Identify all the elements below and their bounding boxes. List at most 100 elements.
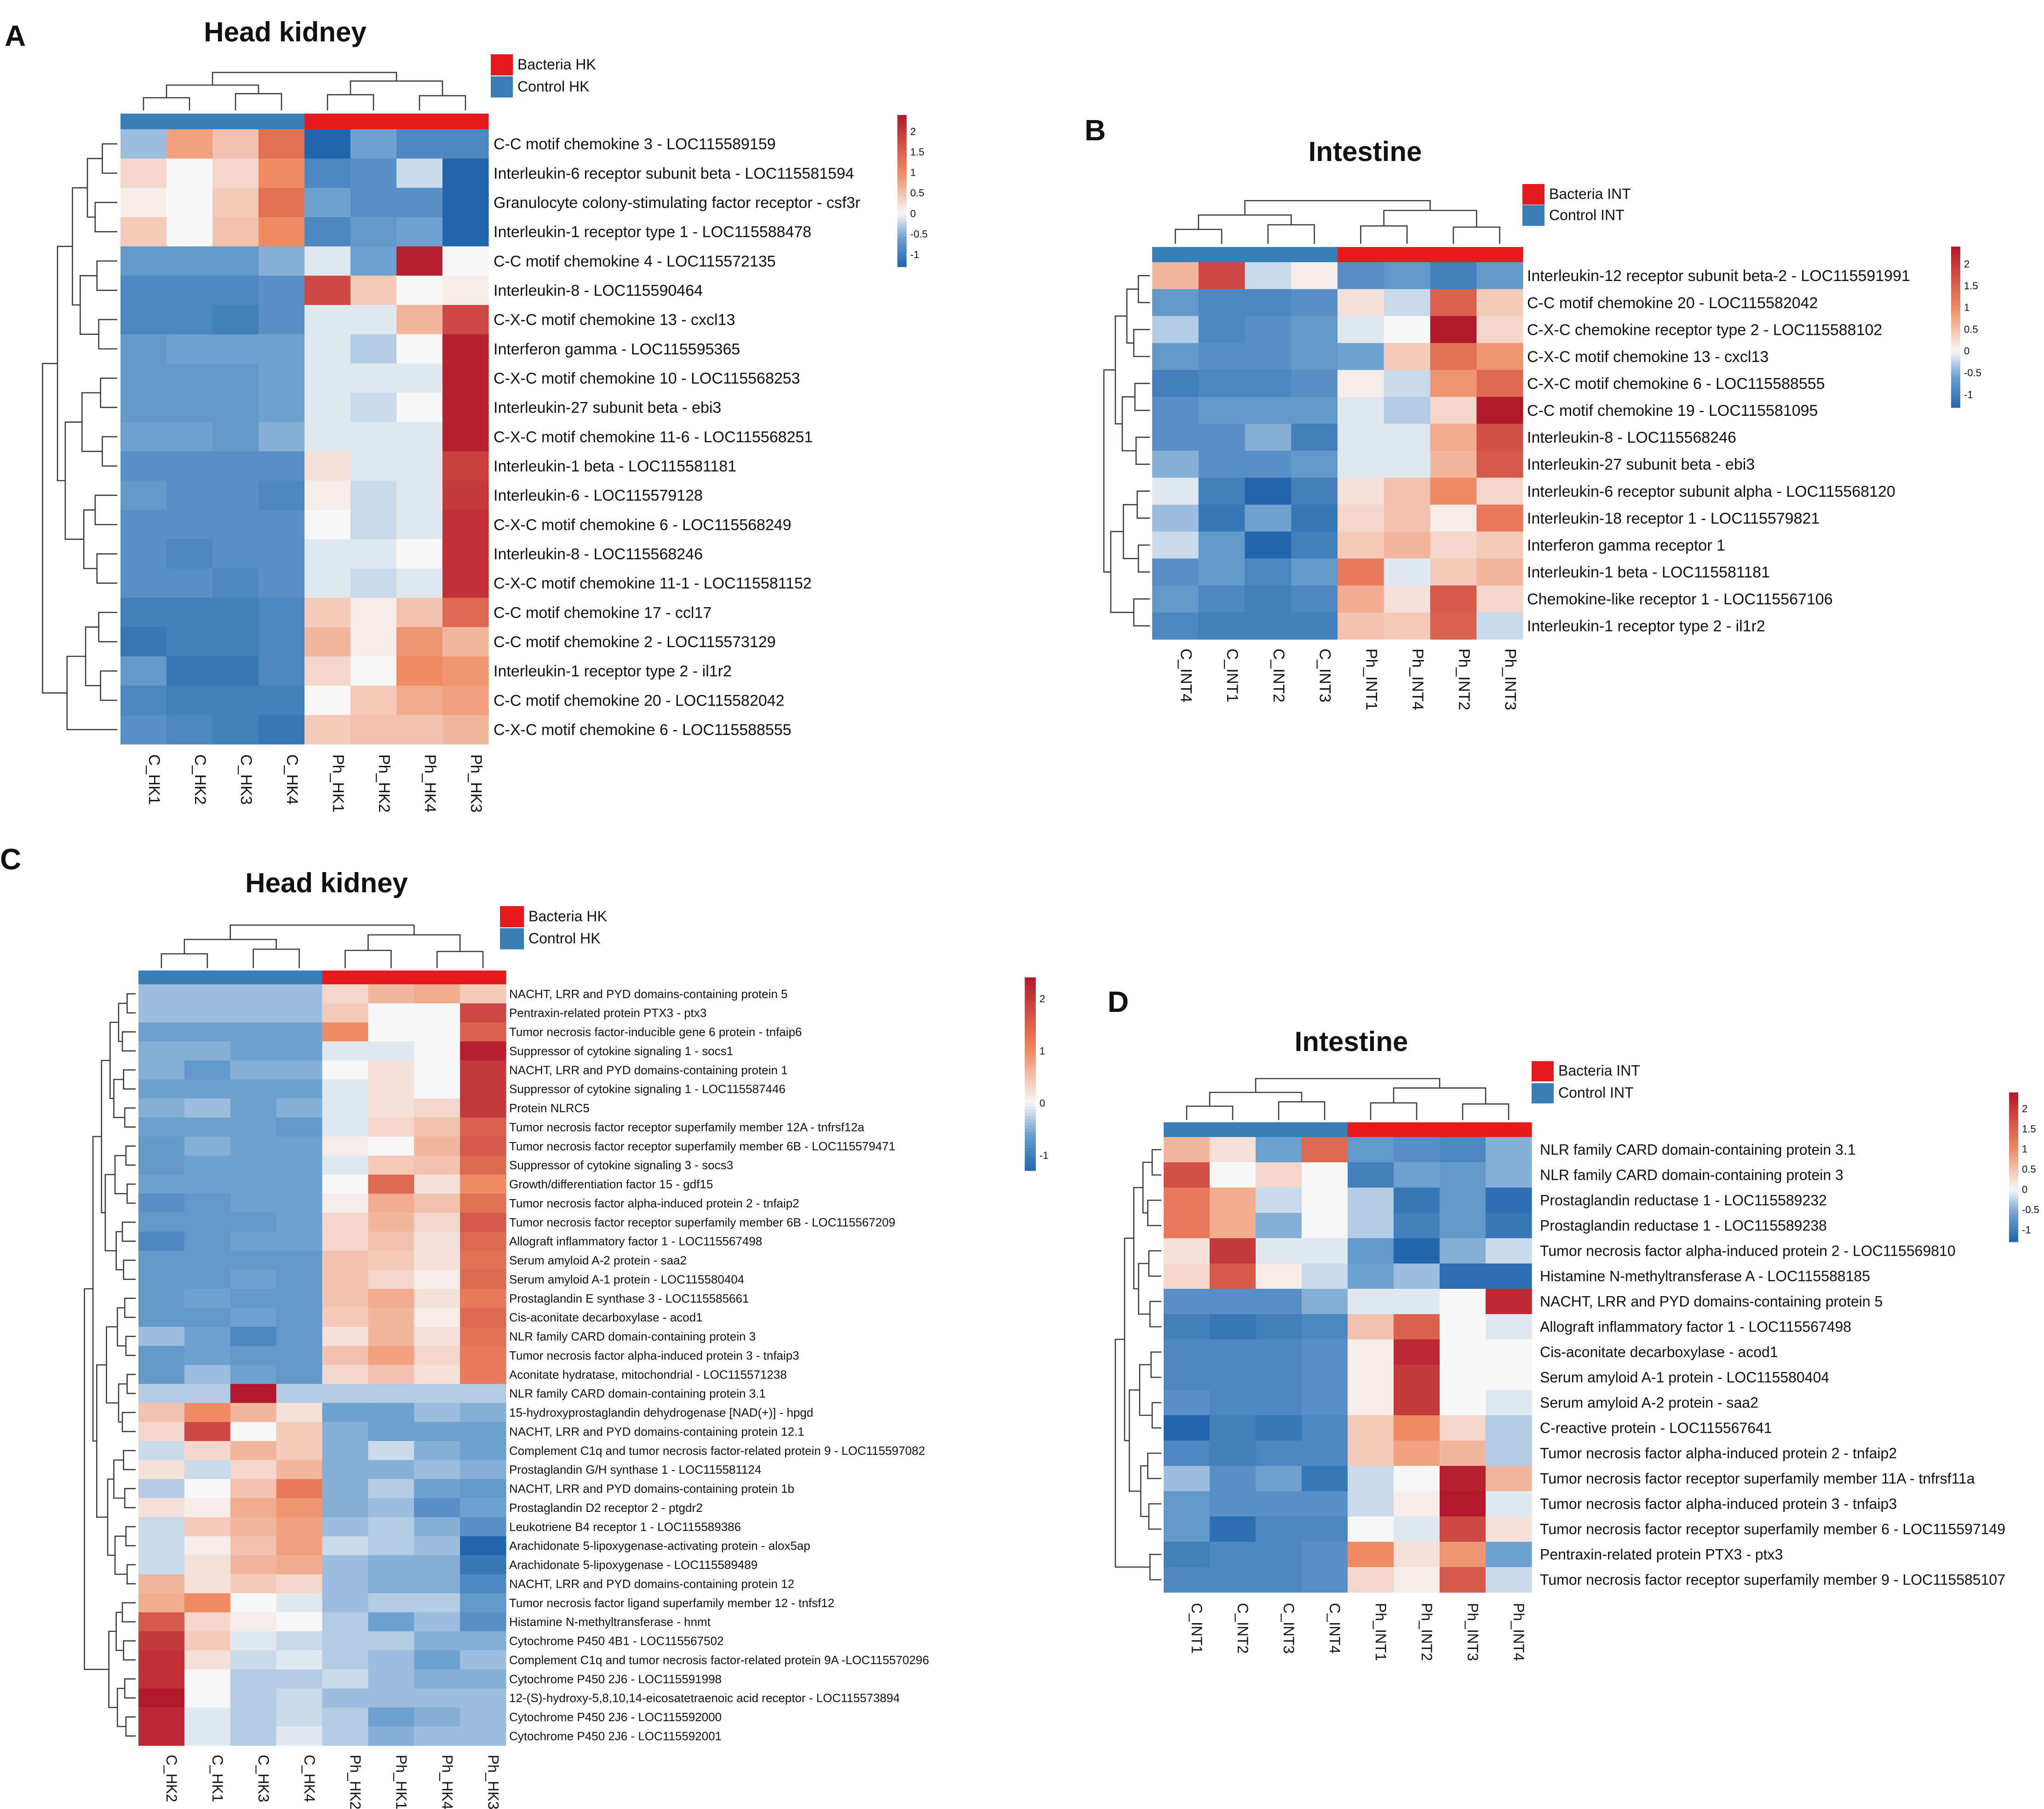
heatmap-cell [396,363,443,393]
heatmap-cell [322,1517,368,1537]
heatmap-cell [1348,1441,1394,1466]
heatmap-cell [322,1726,368,1746]
heatmap-cell [1210,1238,1256,1264]
heatmap-cell [1302,1516,1348,1542]
row-label: C-reactive protein - LOC115567641 [1540,1420,1772,1436]
colorbar-step [1025,1151,1036,1155]
colorbar-step [897,254,907,257]
heatmap-cell [460,984,506,1004]
heatmap-cell [1256,1415,1302,1441]
dendrogram-branch [42,363,67,694]
colorbar-tick-label: 1.5 [2022,1123,2036,1135]
heatmap-cell [368,1479,414,1499]
dendrogram-branch [102,436,117,467]
heatmap-cell [460,1403,506,1423]
heatmap-cell [138,1688,185,1708]
heatmap-cell [1394,1137,1440,1163]
colorbar-step [897,188,907,191]
colorbar-step [2009,1152,2018,1155]
heatmap-cell [212,334,259,364]
dendrogram-branch [100,377,117,408]
heatmap-cell [368,1155,414,1175]
heatmap-cell [138,1403,185,1423]
heatmap-cell [138,1536,185,1556]
heatmap-cell [368,1574,414,1594]
colorbar-step [1951,380,1960,384]
colorbar-step [2009,1167,2018,1170]
heatmap-cell [138,1650,185,1670]
heatmap-cell [460,1041,506,1061]
colorbar-step [1951,375,1960,379]
heatmap-cell [184,1650,231,1670]
heatmap-cell [322,1365,368,1384]
dendrogram-branch [66,655,117,730]
heatmap-cell [368,1098,414,1118]
heatmap-cell [276,1003,323,1023]
heatmap-cell [184,1098,231,1118]
heatmap-cell [460,1098,506,1118]
heatmap-cell [1152,343,1199,370]
heatmap-cell [304,481,351,511]
heatmap-cell [138,1041,185,1061]
colorbar-step [2009,1135,2018,1138]
heatmap-cell [138,1022,185,1042]
colorbar-step [1025,1097,1036,1100]
colorbar-step [897,259,907,262]
heatmap-cell [460,1726,506,1746]
colorbar-step [1951,396,1960,400]
colorbar-step [1025,977,1036,981]
heatmap-cell [442,539,489,569]
heatmap-cell [1430,477,1477,505]
colorbar-step [1025,1013,1036,1016]
annotation-cell [1245,247,1292,262]
heatmap-cell [167,363,213,393]
row-label: Interferon gamma - LOC115595365 [494,340,740,358]
heatmap-cell [350,481,397,511]
heatmap-cell [276,1194,323,1213]
colorbar-step [897,186,907,189]
heatmap-cell [138,984,185,1004]
heatmap-cell [304,363,351,393]
heatmap-cell [212,481,259,511]
heatmap-cell [276,1060,323,1080]
heatmap-cell [1338,477,1384,505]
heatmap-cell [230,1098,277,1118]
heatmap-cell [1440,1491,1486,1517]
heatmap-cell [1486,1390,1532,1416]
heatmap-cell [1302,1213,1348,1239]
row-label: Pentraxin-related protein PTX3 - ptx3 [1540,1546,1783,1563]
heatmap-cell [460,1117,506,1137]
heatmap-cell [350,276,397,305]
colorbar-step [897,166,907,169]
colorbar-tick-label: 1 [2022,1143,2027,1155]
heatmap-cell [1152,612,1199,640]
heatmap-cell [1486,1263,1532,1289]
heatmap-cell [1291,505,1338,532]
heatmap-cell [1384,262,1431,290]
annotation-cell [212,114,259,129]
dendrogram-branch [104,1174,116,1252]
heatmap-cell [276,1536,323,1556]
heatmap-cell [1348,1314,1394,1340]
heatmap-cell [167,188,213,218]
heatmap-cell [322,1174,368,1194]
legend-label: Bacteria HK [528,908,607,925]
heatmap-cell [1348,1238,1394,1264]
heatmap-cell [368,1517,414,1537]
annotation-cell [1164,1122,1210,1137]
dendrogram-branch [1147,1200,1161,1226]
heatmap-cell [350,188,397,218]
heatmap-cell [368,1498,414,1518]
colorbar-step [897,178,907,181]
panel-letter: B [1085,114,1106,147]
heatmap-cell [1245,316,1292,344]
heatmap-cell [121,276,167,305]
heatmap-cell [1348,1415,1394,1441]
colorbar-step [2009,1147,2018,1150]
dendrogram-branch [1151,1149,1161,1176]
colorbar-step [2009,1109,2018,1113]
heatmap-cell [1164,1314,1210,1340]
heatmap-cell [322,1098,368,1118]
heatmap-cell [1440,1415,1486,1441]
heatmap-cell [230,1384,277,1403]
